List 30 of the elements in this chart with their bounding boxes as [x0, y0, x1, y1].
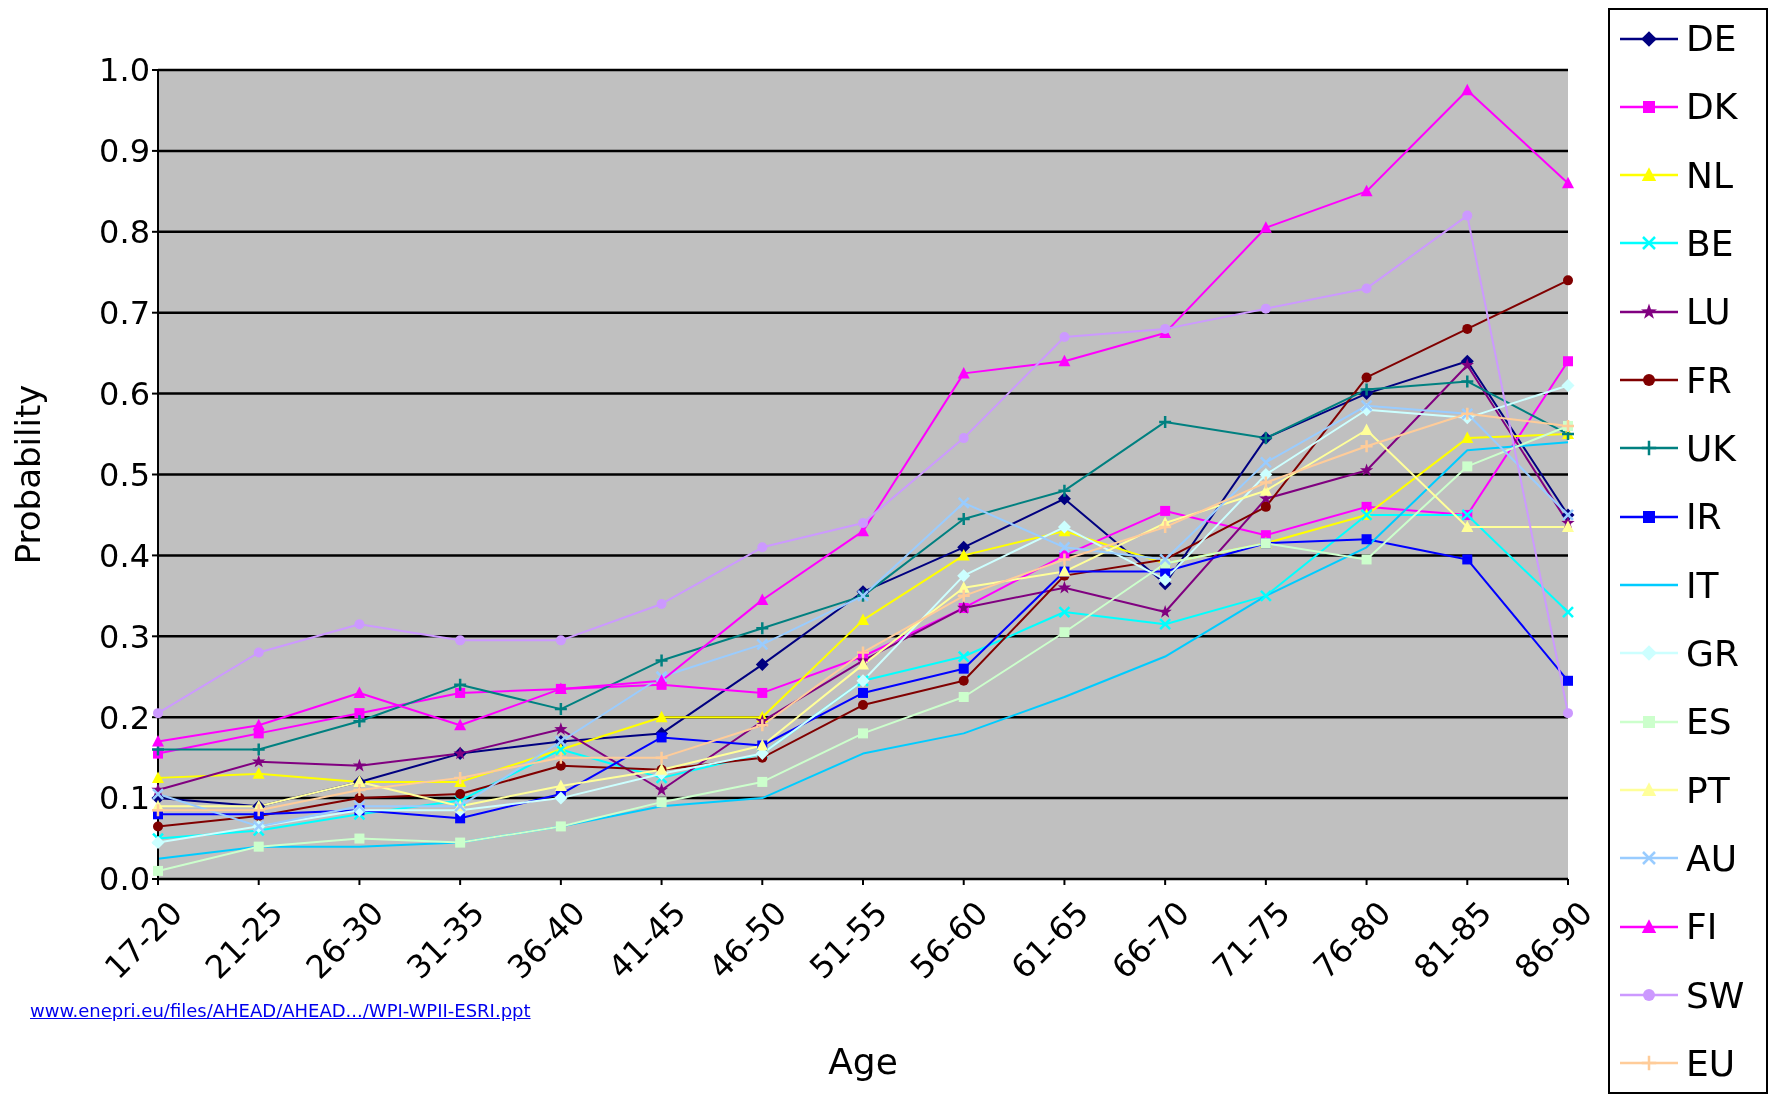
text: www.enepri.eu/files/AHEAD/AHEAD.../WPI-WPII-ESRI.ppt [30, 1000, 531, 1021]
legend-label: ES [1686, 701, 1732, 743]
legend-label: GR [1686, 632, 1739, 674]
y-axis-title: Probability [8, 384, 49, 565]
legend-label: AU [1686, 837, 1737, 879]
y-tick-label: 0.3 [99, 617, 150, 656]
legend-label: EU [1686, 1042, 1736, 1084]
legend-label: NL [1686, 154, 1733, 196]
legend-label: FR [1686, 359, 1732, 401]
legend-label: IT [1686, 564, 1719, 606]
legend-label: SW [1686, 974, 1745, 1016]
x-axis-title: Age [828, 1041, 898, 1082]
y-tick-label: 0.1 [99, 779, 150, 818]
legend-label: DK [1686, 86, 1738, 128]
y-tick-label: 0.5 [99, 455, 150, 494]
legend-label: FI [1686, 906, 1718, 948]
legend-label: IR [1686, 496, 1722, 538]
y-tick-label: 0.2 [99, 698, 150, 737]
y-tick-label: 0.9 [99, 132, 150, 171]
y-tick-label: 0.4 [99, 536, 150, 575]
y-tick-label: 0.0 [99, 860, 150, 899]
y-tick-label: 1.0 [99, 51, 150, 90]
y-tick-label: 0.6 [99, 374, 150, 413]
y-tick-label: 0.7 [99, 294, 150, 333]
legend-label: DE [1686, 18, 1737, 59]
legend-label: PT [1686, 769, 1730, 811]
legend-label: UK [1686, 427, 1736, 469]
y-tick-label: 0.8 [99, 213, 150, 252]
legend-label: LU [1686, 291, 1731, 333]
legend-label: BE [1686, 222, 1734, 264]
